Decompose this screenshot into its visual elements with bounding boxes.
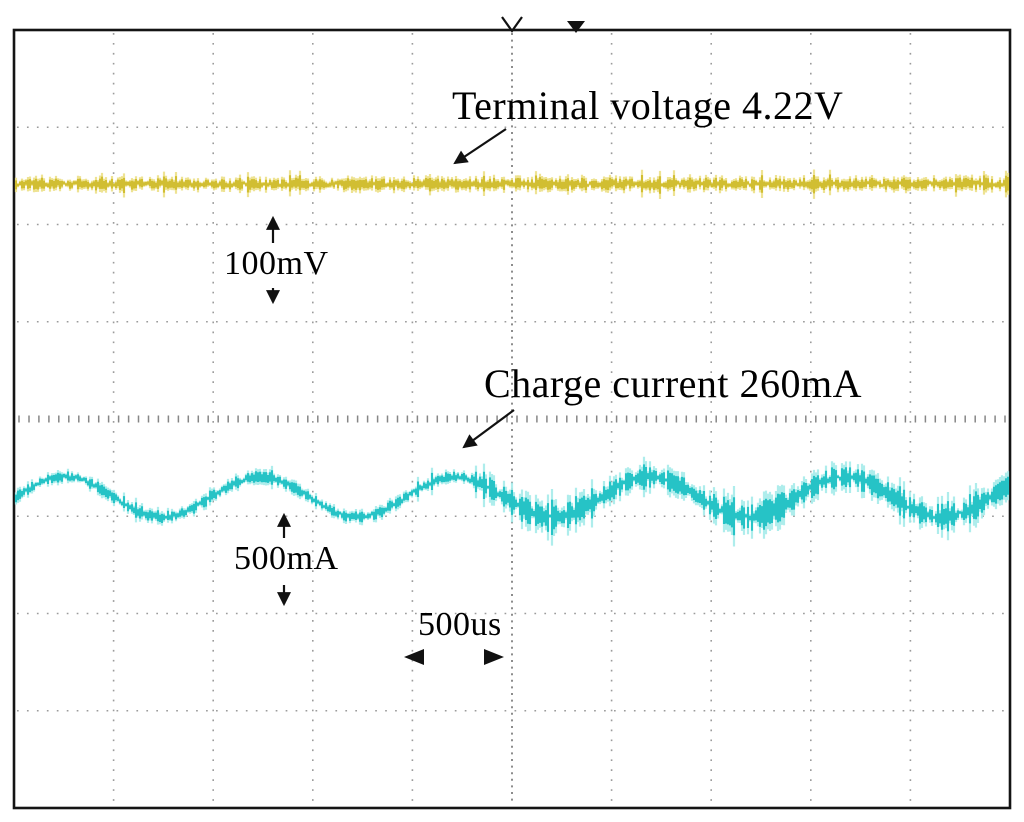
annotation-arrows bbox=[266, 16, 585, 665]
voltage-pointer-arrow bbox=[453, 128, 507, 165]
current-label: Charge current 260mA bbox=[484, 361, 863, 406]
terminal-voltage-trace bbox=[14, 174, 1010, 194]
time-scale-arrow-left bbox=[404, 649, 424, 665]
trigger-position-icon bbox=[501, 16, 523, 33]
voltage-label: Terminal voltage 4.22V bbox=[452, 83, 844, 128]
charge-current-trace bbox=[14, 464, 1010, 536]
current-scale-label: 500mA bbox=[234, 540, 339, 577]
time-scale-arrow-right bbox=[484, 649, 504, 665]
current-pointer-arrow bbox=[462, 409, 515, 449]
time-scale-label: 500us bbox=[418, 606, 502, 643]
voltage-scale-label: 100mV bbox=[224, 245, 329, 282]
trigger-level-icon bbox=[567, 21, 585, 33]
graticule-grid bbox=[17, 33, 1007, 805]
waveform-traces bbox=[14, 169, 1010, 547]
